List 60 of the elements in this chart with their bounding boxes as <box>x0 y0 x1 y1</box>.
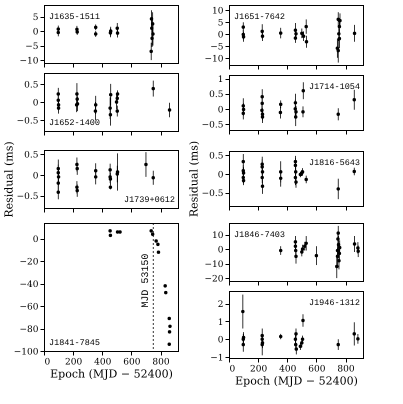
x-tick-label: 0 <box>230 364 236 374</box>
annotation: J1739+0612 <box>124 195 175 205</box>
y-tick-label: 0 <box>32 98 39 108</box>
y-tick-label: −10 <box>204 260 224 270</box>
y-tick-label: −5 <box>25 42 39 52</box>
y-tick-label: −100 <box>14 348 39 358</box>
annotation: J1816-5643 <box>308 158 360 168</box>
annotation: J1846-7403 <box>234 230 286 240</box>
annotation: J1652-1400 <box>49 118 100 128</box>
y-tick-label: 0 <box>32 235 39 246</box>
y-tick-label: −10 <box>204 54 224 64</box>
annotation: J1635-1511 <box>49 12 100 22</box>
y-tick-label: −0.5 <box>16 116 39 127</box>
y-tick-label: 10 <box>212 6 224 16</box>
y-tick-label: 1 <box>218 75 224 86</box>
x-tick-label: 200 <box>65 358 82 368</box>
y-tick-label: −0.5 <box>202 189 224 200</box>
x-tick-label: 400 <box>279 364 297 374</box>
y-tick-label: 5 <box>32 13 39 24</box>
x-axis-title: Epoch (MJD − 52400) <box>235 374 358 388</box>
y-tick-label: −0.5 <box>16 192 39 202</box>
y-tick-label: 2 <box>218 300 224 310</box>
y-axis-title: Residual (ms) <box>188 140 201 218</box>
y-tick-label: 0 <box>218 246 224 256</box>
annotation: J1946-1312 <box>308 298 360 308</box>
y-tick-label: 0 <box>218 30 224 40</box>
y-tick-label: 0.5 <box>209 151 224 162</box>
y-tick-label: 0.5 <box>24 80 39 90</box>
x-tick-label: 600 <box>123 358 141 368</box>
y-tick-label: 0.5 <box>209 90 224 100</box>
x-tick-label: 0 <box>44 358 50 368</box>
y-tick-label: −40 <box>20 280 39 290</box>
x-tick-label: 800 <box>337 364 355 374</box>
y-tick-label: 10 <box>212 231 224 242</box>
y-tick-label: 5 <box>218 18 224 28</box>
y-tick-label: −80 <box>20 325 39 336</box>
y-tick-label: −1 <box>210 354 224 364</box>
y-tick-label: −20 <box>204 274 224 285</box>
annotation: J1714-1054 <box>308 82 360 92</box>
y-tick-label: −10 <box>20 56 39 67</box>
y-tick-label: 0 <box>218 170 224 180</box>
y-tick-label: −5 <box>210 42 224 52</box>
y-tick-label: 0 <box>218 105 224 116</box>
x-tick-label: 400 <box>94 358 112 368</box>
y-tick-label: 0 <box>218 336 224 346</box>
y-tick-label: 0.5 <box>24 150 39 161</box>
annotation: J1841-7845 <box>49 338 100 348</box>
x-tick-label: 800 <box>152 358 170 368</box>
x-tick-label: 200 <box>250 364 268 374</box>
x-tick-label: 600 <box>308 364 326 374</box>
y-tick-label: 0 <box>32 171 39 182</box>
x-axis-title: Epoch (MJD − 52400) <box>50 368 173 380</box>
y-axis-title: Residual (ms) <box>2 141 16 218</box>
annotation: J1651-7642 <box>234 12 286 22</box>
ref-line-label: MJD 53150 <box>141 254 152 308</box>
y-tick-label: −0.5 <box>202 120 224 130</box>
y-tick-label: −20 <box>20 258 39 268</box>
y-tick-label: 1 <box>218 318 224 328</box>
y-tick-label: −60 <box>20 302 39 313</box>
y-tick-label: 0 <box>32 28 39 38</box>
